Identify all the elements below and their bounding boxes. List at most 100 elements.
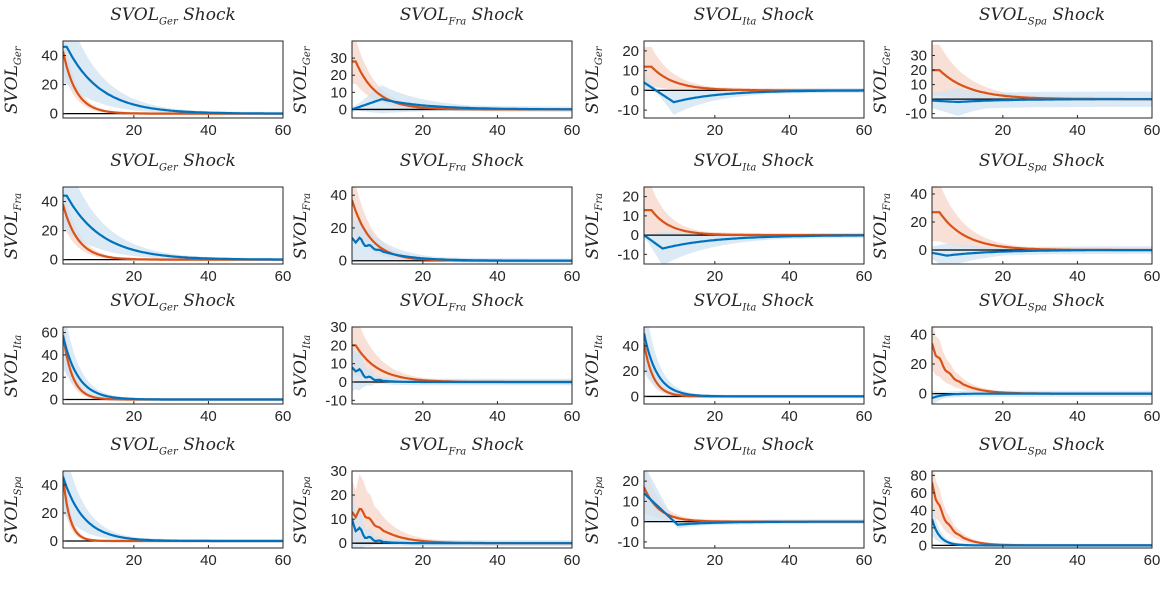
y-tick-label: 40 — [622, 338, 639, 355]
y-axis-label: SVOLGer — [582, 45, 606, 114]
x-tick-label: 40 — [1069, 408, 1086, 425]
x-tick-label: 40 — [1069, 268, 1086, 285]
series-line-blue — [352, 366, 572, 384]
series-line-orange — [932, 211, 1152, 252]
confidence-band-orange — [644, 46, 864, 93]
y-tick-label: 40 — [330, 187, 347, 204]
y-tick-label: 10 — [910, 77, 927, 94]
x-tick-label: 20 — [415, 552, 432, 569]
panel-title: SVOLGer Shock — [110, 5, 236, 28]
y-tick-label: 10 — [622, 493, 639, 510]
y-tick-label: 0 — [919, 91, 927, 108]
confidence-band-blue — [932, 390, 1152, 404]
y-tick-label: 40 — [41, 194, 58, 211]
series-line-orange — [932, 68, 1152, 101]
y-tick-label: 30 — [330, 319, 347, 336]
y-tick-label: 30 — [910, 48, 927, 65]
series-line-blue — [63, 335, 283, 401]
panel-title: SVOLFra Shock — [399, 435, 525, 458]
x-tick-label: 20 — [995, 552, 1012, 569]
y-tick-label: -10 — [617, 534, 639, 551]
axes-frame — [62, 326, 284, 405]
x-tick-label: 40 — [781, 122, 798, 139]
series-line-blue — [644, 492, 864, 526]
confidence-band-blue — [63, 327, 283, 402]
panel-title: SVOLFra Shock — [399, 5, 525, 28]
confidence-band-blue — [352, 85, 572, 114]
x-tick-label: 60 — [275, 408, 292, 425]
series-line-orange — [932, 342, 1152, 395]
y-tick-label: 0 — [50, 252, 58, 269]
x-tick-label: 60 — [1144, 268, 1161, 285]
y-tick-label: 0 — [631, 388, 639, 405]
y-tick-label: 60 — [41, 325, 58, 342]
x-tick-label: 20 — [995, 408, 1012, 425]
series-line-orange — [63, 204, 283, 261]
confidence-band-orange — [932, 471, 1152, 547]
panel-title: SVOLSpa Shock — [978, 151, 1106, 174]
x-tick-label: 20 — [126, 552, 143, 569]
confidence-band-orange — [644, 327, 864, 398]
panel-title: SVOLIta Shock — [693, 5, 815, 28]
axes-frame — [931, 40, 1153, 119]
y-tick-label: 20 — [622, 43, 639, 60]
y-axis-label: SVOLIta — [582, 334, 606, 398]
confidence-band-orange — [932, 327, 1152, 396]
x-tick-label: 20 — [707, 268, 724, 285]
series-line-orange — [644, 343, 864, 398]
x-tick-label: 40 — [200, 408, 217, 425]
confidence-band-orange — [932, 187, 1152, 252]
y-tick-label: 40 — [910, 502, 927, 519]
confidence-band-orange — [352, 327, 572, 384]
confidence-band-blue — [932, 88, 1152, 116]
y-tick-label: 30 — [330, 463, 347, 480]
y-tick-label: 0 — [919, 386, 927, 403]
confidence-band-orange — [63, 41, 283, 115]
y-tick-label: 0 — [339, 374, 347, 391]
y-tick-label: 20 — [41, 223, 58, 240]
y-axis-label: SVOLFra — [582, 192, 606, 259]
series-line-blue — [932, 98, 1152, 104]
x-tick-label: 60 — [564, 122, 581, 139]
y-axis-label: SVOLSpa — [1, 475, 25, 544]
y-tick-label: 0 — [50, 392, 58, 409]
y-tick-label: 80 — [910, 467, 927, 484]
panel-title: SVOLSpa Shock — [978, 435, 1106, 458]
axes-frame — [351, 470, 573, 549]
y-tick-label: 0 — [919, 537, 927, 554]
x-tick-label: 20 — [415, 122, 432, 139]
axes-frame — [62, 40, 284, 119]
y-tick-label: 40 — [41, 347, 58, 364]
y-tick-label: 60 — [910, 485, 927, 502]
x-tick-label: 40 — [200, 122, 217, 139]
series-line-orange — [644, 486, 864, 523]
x-tick-label: 60 — [275, 552, 292, 569]
panel-title: SVOLGer Shock — [110, 291, 236, 314]
panel-title: SVOLSpa Shock — [978, 291, 1106, 314]
axes-frame — [643, 470, 865, 549]
series-line-blue — [63, 476, 283, 543]
confidence-band-orange — [932, 44, 1152, 102]
y-axis-label: SVOLIta — [1, 334, 25, 398]
y-tick-label: -10 — [617, 102, 639, 119]
y-axis-label: SVOLSpa — [290, 475, 314, 544]
y-tick-label: 20 — [910, 356, 927, 373]
panel-title: SVOLIta Shock — [693, 291, 815, 314]
x-tick-label: 40 — [489, 268, 506, 285]
y-axis-label: SVOLSpa — [582, 475, 606, 544]
confidence-band-blue — [644, 231, 864, 264]
y-tick-label: 10 — [330, 84, 347, 101]
y-tick-label: 20 — [622, 473, 639, 490]
confidence-band-orange — [63, 187, 283, 261]
series-line-orange — [63, 334, 283, 401]
axes-frame — [931, 186, 1153, 265]
x-tick-label: 20 — [126, 408, 143, 425]
y-tick-label: 0 — [631, 227, 639, 244]
series-line-orange — [352, 60, 572, 111]
x-tick-label: 20 — [707, 122, 724, 139]
series-line-blue — [932, 392, 1152, 400]
panel-title: SVOLSpa Shock — [978, 5, 1106, 28]
y-tick-label: 0 — [631, 514, 639, 531]
axes-frame — [351, 186, 573, 265]
